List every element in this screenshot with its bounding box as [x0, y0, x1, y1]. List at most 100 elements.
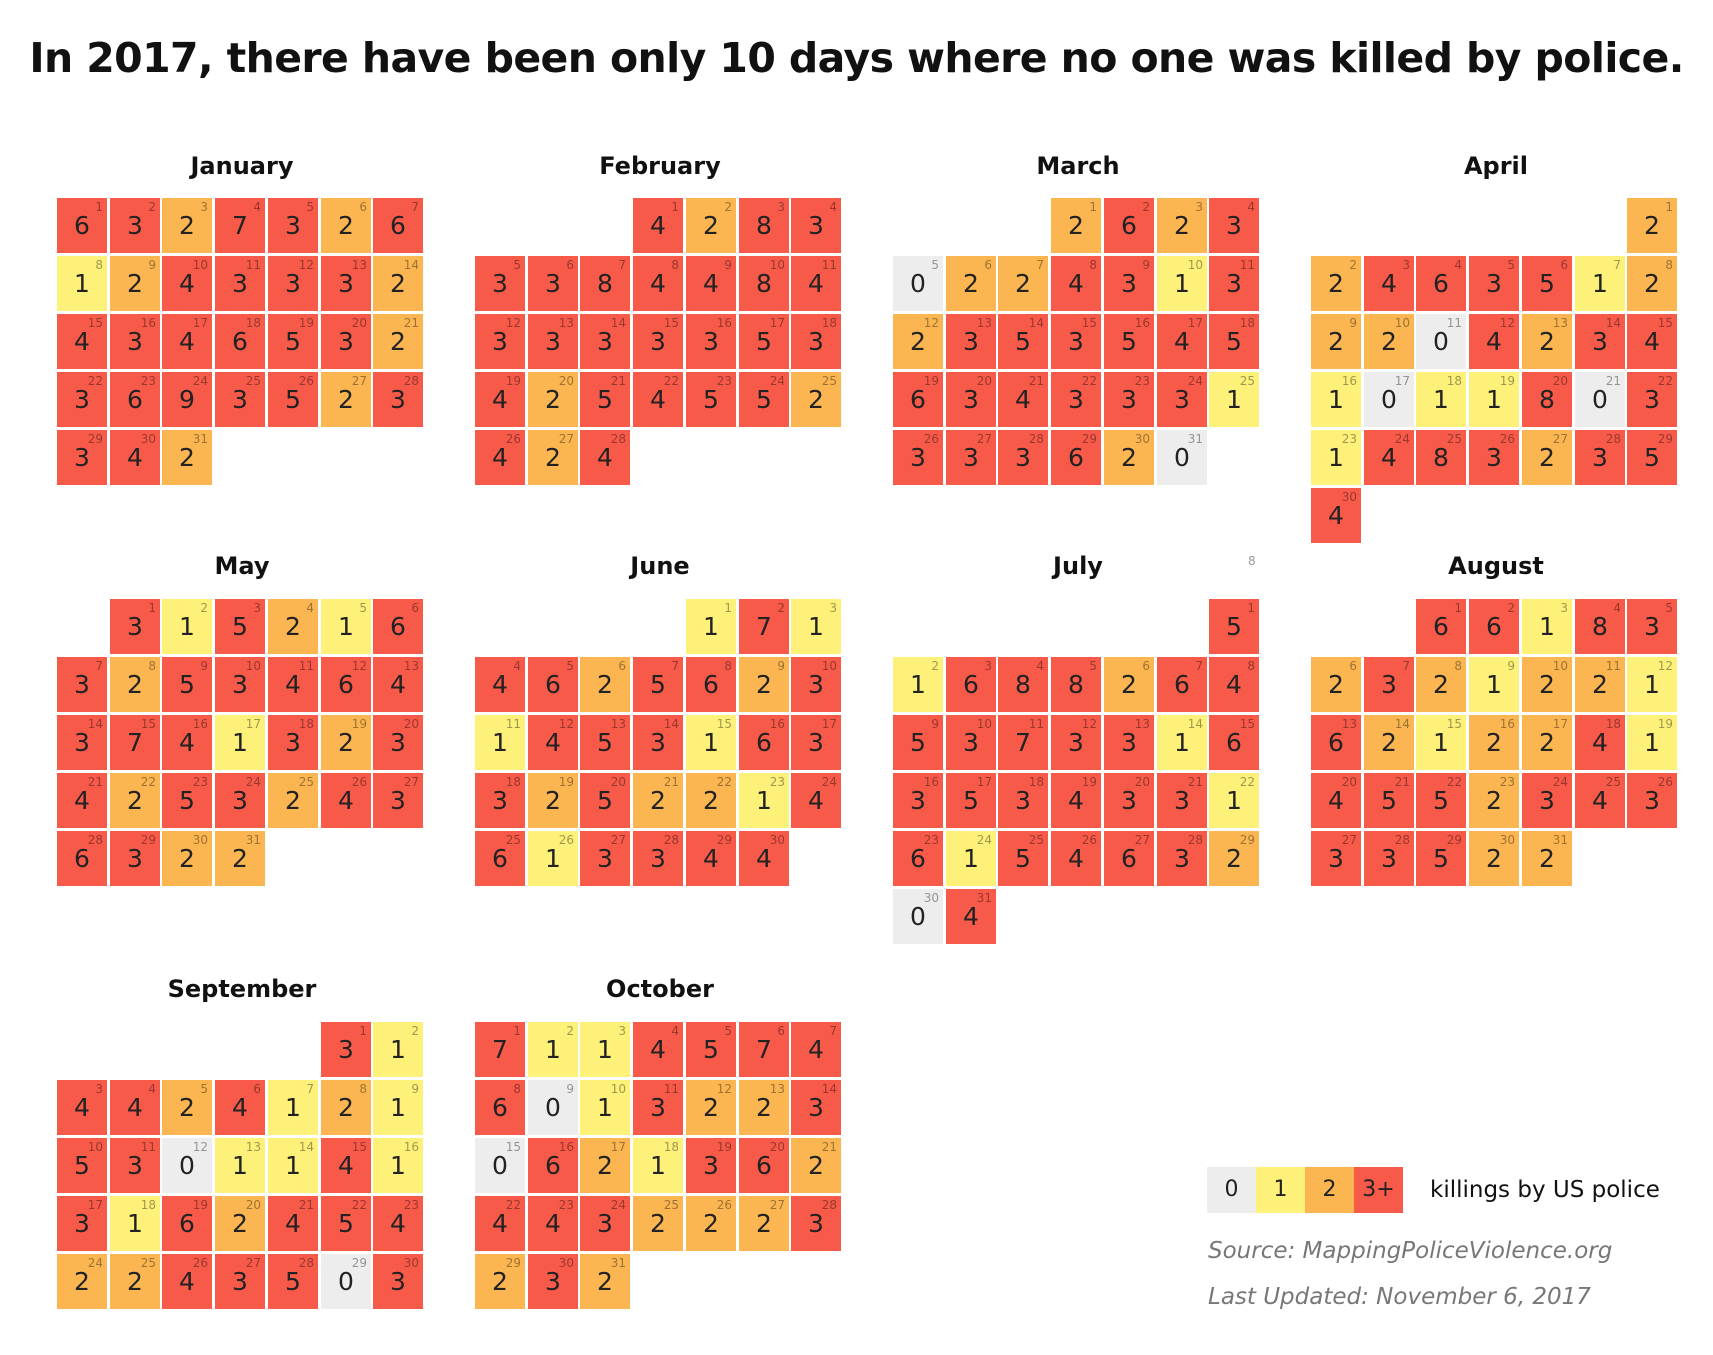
day-number: 6 [566, 258, 574, 272]
day-count: 4 [179, 728, 195, 757]
day-count: 8 [1539, 385, 1555, 414]
day-cell: 5 23 [162, 773, 212, 828]
day-cell: 2 25 [633, 1196, 683, 1251]
day-cell: 0 31 [1157, 430, 1207, 485]
day-number: 11 [663, 1082, 679, 1096]
day-number: 1 [1665, 200, 1673, 214]
month-title-september: September [167, 975, 317, 1003]
day-cell: 3 22 [57, 372, 107, 427]
day-count: 2 [338, 1093, 354, 1122]
day-number: 23 [558, 1198, 574, 1212]
day-count: 3 [74, 1209, 90, 1238]
day-number: 19 [505, 374, 521, 388]
day-number: 27 [1341, 833, 1357, 847]
day-count: 1 [1226, 786, 1242, 815]
day-count: 8 [1592, 612, 1608, 641]
day-cell: 3 30 [528, 1254, 578, 1309]
day-count: 3 [338, 327, 354, 356]
day-number: 1 [724, 601, 732, 615]
day-number: 7 [306, 1082, 314, 1096]
day-number: 3 [1195, 200, 1203, 214]
day-cell: 4 17 [162, 314, 212, 369]
day-number: 3 [200, 200, 208, 214]
day-number: 18 [1028, 775, 1044, 789]
day-number: 27 [403, 775, 419, 789]
day-count: 3 [127, 1151, 143, 1180]
day-number: 7 [411, 200, 419, 214]
day-cell: 5 19 [268, 314, 318, 369]
day-number: 15 [140, 717, 156, 731]
day-number: 6 [253, 1082, 261, 1096]
day-count: 4 [1381, 443, 1397, 472]
day-cell: 4 21 [57, 773, 107, 828]
day-number: 29 [1239, 833, 1255, 847]
day-count: 1 [1226, 385, 1242, 414]
last-updated-note: Last Updated: November 6, 2017 [1208, 1284, 1591, 1310]
day-count: 4 [74, 1093, 90, 1122]
day-cell: 3 10 [791, 657, 841, 712]
day-number: 30 [1341, 490, 1357, 504]
day-count: 4 [808, 1035, 824, 1064]
day-count: 7 [127, 728, 143, 757]
day-cell: 3 28 [633, 831, 683, 886]
day-number: 25 [505, 833, 521, 847]
day-number: 5 [724, 1024, 732, 1038]
day-count: 2 [1226, 844, 1242, 873]
day-cell: 0 11 [1416, 314, 1466, 369]
day-cell: 3 29 [110, 831, 160, 886]
day-cell: 1 15 [1416, 715, 1466, 770]
day-cell: 3 11 [215, 256, 265, 311]
day-count: 4 [1328, 786, 1344, 815]
day-count: 3 [127, 844, 143, 873]
day-number: 10 [192, 258, 208, 272]
day-count: 6 [74, 211, 90, 240]
day-cell: 4 25 [1575, 773, 1625, 828]
chart-title: In 2017, there have been only 10 days wh… [29, 34, 1684, 82]
day-cell: 3 12 [1051, 715, 1101, 770]
day-cell: 6 29 [1051, 430, 1101, 485]
day-number: 13 [403, 659, 419, 673]
day-count: 3 [1121, 269, 1137, 298]
day-number: 6 [411, 601, 419, 615]
day-number: 4 [671, 1024, 679, 1038]
day-cell: 2 13 [1522, 314, 1572, 369]
day-count: 4 [650, 211, 666, 240]
day-number: 24 [1552, 775, 1568, 789]
day-number: 2 [566, 1024, 574, 1038]
day-number: 23 [769, 775, 785, 789]
day-count: 3 [1644, 786, 1660, 815]
day-count: 4 [285, 670, 301, 699]
day-number: 13 [769, 1082, 785, 1096]
day-count: 1 [597, 1035, 613, 1064]
day-cell: 2 17 [580, 1138, 630, 1193]
day-count: 3 [963, 728, 979, 757]
day-cell: 4 24 [791, 773, 841, 828]
day-count: 4 [492, 385, 508, 414]
day-count: 4 [597, 443, 613, 472]
day-count: 8 [756, 269, 772, 298]
day-cell: 9 24 [162, 372, 212, 427]
day-cell: 5 26 [268, 372, 318, 427]
day-number: 28 [610, 432, 626, 446]
day-number: 19 [716, 1140, 732, 1154]
day-count: 0 [910, 902, 926, 931]
day-cell: 0 30 [893, 889, 943, 944]
day-count: 3 [1381, 670, 1397, 699]
day-number: 13 [1341, 717, 1357, 731]
day-count: 6 [338, 670, 354, 699]
day-number: 27 [558, 432, 574, 446]
day-number: 26 [1657, 775, 1673, 789]
day-count: 6 [703, 670, 719, 699]
day-cell: 4 15 [57, 314, 107, 369]
day-count: 1 [179, 612, 195, 641]
